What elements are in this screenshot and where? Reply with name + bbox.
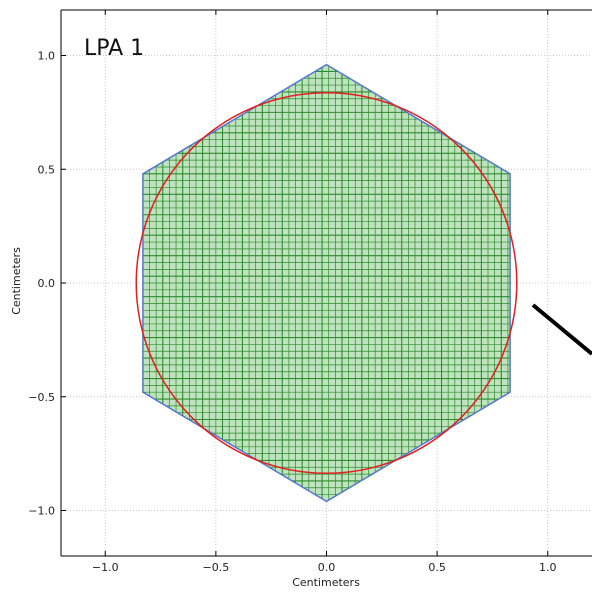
y-tick-label-0: −1.0 (28, 505, 55, 518)
panel-label: LPA 1 (84, 36, 144, 61)
x-tick-label-1: −0.5 (203, 561, 230, 574)
y-tick-label-2: 0.0 (38, 277, 56, 290)
x-tick-label-3: 0.5 (428, 561, 446, 574)
y-axis-label: Centimeters (10, 247, 23, 315)
hexagon-boundary (142, 63, 511, 503)
y-tick-label-1: −0.5 (28, 391, 55, 404)
y-tick-label-3: 0.5 (38, 163, 56, 176)
x-tick-label-2: 0.0 (318, 561, 336, 574)
pointer-line (531, 303, 592, 356)
circle-boundary (135, 91, 518, 475)
ticks: −1.0 −0.5 0.0 0.5 1.0 −1.0 −0.5 0.0 0.5 1.0 (28, 10, 557, 574)
x-tick-label-0: −1.0 (92, 561, 119, 574)
y-tick-label-4: 1.0 (38, 50, 56, 63)
x-tick-label-4: 1.0 (539, 561, 557, 574)
x-axis-label: Centimeters (292, 576, 360, 589)
